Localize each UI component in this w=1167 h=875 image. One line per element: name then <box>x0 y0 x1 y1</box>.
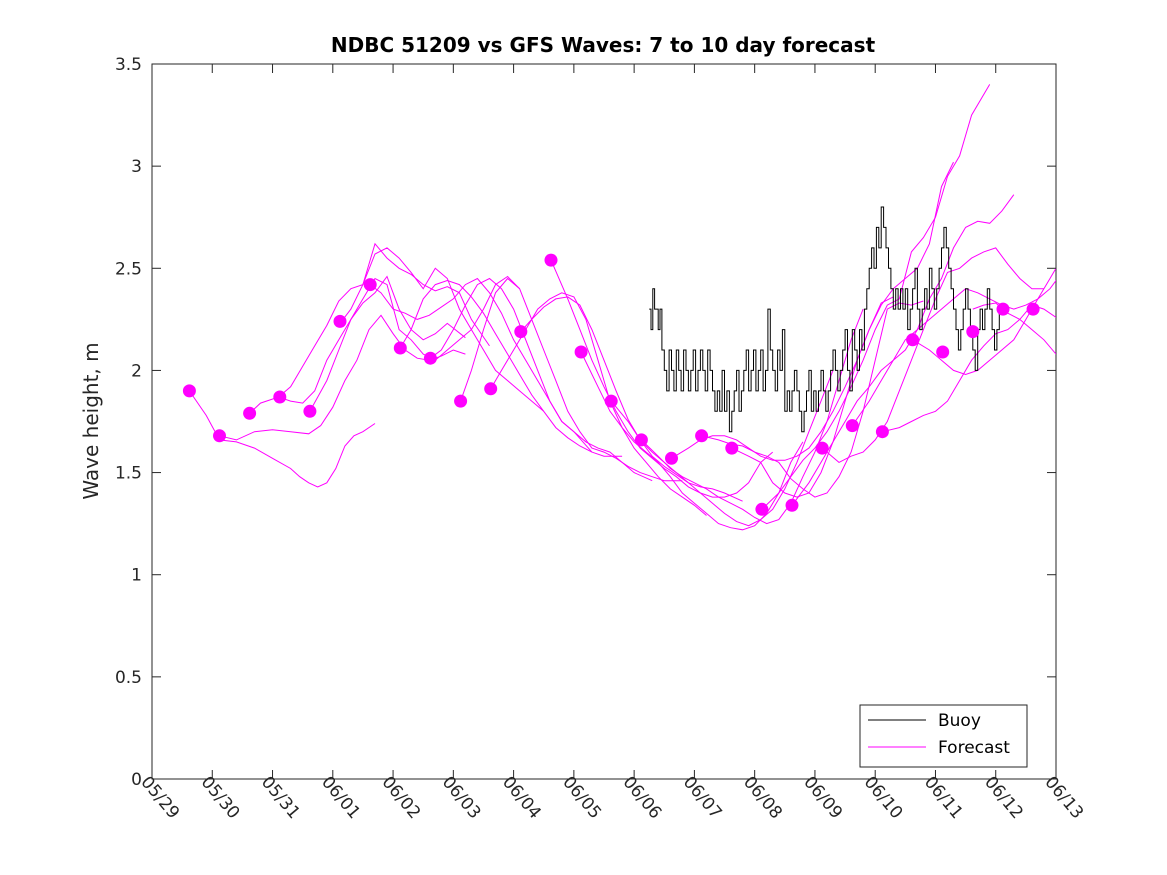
forecast-line <box>610 370 834 527</box>
legend-forecast-label: Forecast <box>938 738 1010 758</box>
forecast-line <box>972 302 1056 355</box>
forecast-marker <box>213 429 226 443</box>
y-axis-label: Wave height, m <box>79 342 103 499</box>
forecast-line <box>249 275 466 414</box>
legend: Buoy Forecast <box>859 704 1028 768</box>
buoy-line <box>649 206 1000 433</box>
forecast-line <box>912 268 1056 376</box>
y-tick-label: 1.5 <box>115 464 142 484</box>
forecast-marker <box>875 425 889 439</box>
forecast-line <box>309 275 520 412</box>
y-tick-label: 3 <box>131 157 142 177</box>
plot-area <box>151 63 1057 780</box>
forecast-marker <box>273 390 287 404</box>
forecast-marker <box>725 441 739 455</box>
chart-title: NDBC 51209 vs GFS Waves: 7 to 10 day for… <box>331 33 876 57</box>
forecast-marker <box>665 451 678 465</box>
y-tick-label: 2.5 <box>115 259 142 279</box>
forecast-line <box>701 300 924 498</box>
forecast-line <box>851 280 1056 426</box>
forecast-marker <box>574 345 588 359</box>
forecast-line <box>399 279 623 457</box>
forecast-marker <box>243 406 257 420</box>
forecast-marker <box>996 302 1010 316</box>
forecast-marker <box>182 384 196 398</box>
forecast-marker <box>815 441 829 455</box>
forecast-marker <box>785 498 799 512</box>
forecast-marker <box>604 394 618 408</box>
forecast-marker <box>393 341 407 355</box>
forecast-line <box>430 277 653 482</box>
forecast-marker <box>845 419 859 433</box>
forecast-marker <box>484 382 498 396</box>
forecast-marker <box>454 394 468 408</box>
forecast-line <box>821 247 1044 463</box>
forecast-marker <box>303 404 317 418</box>
forecast-marker <box>906 333 920 347</box>
y-tick-label: 2 <box>131 361 142 381</box>
axes-box <box>151 63 1057 780</box>
forecast-line <box>339 247 545 412</box>
forecast-marker <box>423 351 437 365</box>
y-tick-label: 1 <box>131 566 142 586</box>
legend-box <box>859 704 1028 768</box>
forecast-marker <box>966 325 980 339</box>
forecast-line <box>460 277 683 482</box>
forecast-marker <box>1026 302 1040 316</box>
series-layer <box>182 84 1056 531</box>
forecast-marker <box>634 433 648 447</box>
forecast-line <box>520 296 743 502</box>
y-tick-label: 3.5 <box>115 55 142 75</box>
forecast-marker <box>936 345 950 359</box>
y-tick-label: 0 <box>131 770 142 790</box>
forecast-line <box>791 194 1015 506</box>
forecast-marker <box>333 314 347 328</box>
forecast-marker <box>514 325 528 339</box>
forecast-marker <box>755 502 769 516</box>
forecast-marker <box>695 429 709 443</box>
y-tick-label: 0.5 <box>115 668 142 688</box>
ticks-layer <box>151 63 1057 780</box>
forecast-line <box>550 259 774 498</box>
legend-buoy-label: Buoy <box>938 711 981 731</box>
forecast-line <box>761 84 991 510</box>
forecast-line <box>188 390 376 488</box>
forecast-marker <box>544 253 558 267</box>
forecast-marker <box>363 278 377 292</box>
